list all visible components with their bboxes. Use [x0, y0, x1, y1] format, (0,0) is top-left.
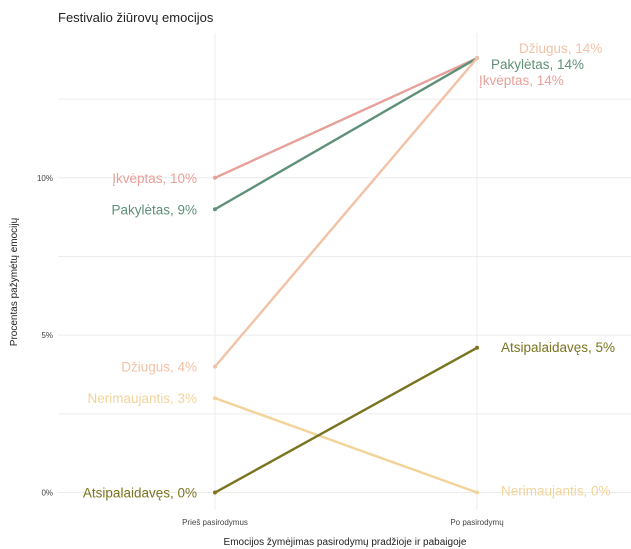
x-tick-label: Po pasirodymų	[450, 518, 504, 527]
data-point	[213, 175, 217, 180]
data-point	[475, 56, 479, 61]
data-label: Įkvėptas, 14%	[479, 73, 564, 88]
grid-layer	[58, 33, 631, 510]
x-axis-title: Emocijos žymėjimas pasirodymų pradžioje …	[224, 537, 467, 548]
series-line	[213, 56, 479, 368]
data-point	[475, 490, 479, 495]
series-line	[213, 346, 479, 494]
series-lines	[213, 56, 479, 495]
y-tick-labels: 0% 5% 10%	[37, 174, 53, 498]
data-label: Džiugus, 14%	[519, 41, 602, 56]
data-labels: Įkvėptas, 10% Įkvėptas, 14% Pakylėtas, 9% P…	[83, 41, 615, 500]
data-point	[213, 490, 217, 495]
data-label: Džiugus, 4%	[121, 360, 197, 375]
series-line	[213, 396, 479, 494]
data-label: Atsipalaidavęs, 5%	[501, 340, 615, 355]
series-line	[213, 56, 479, 179]
data-label: Pakylėtas, 9%	[111, 202, 197, 217]
data-label: Nerimaujantis, 3%	[87, 391, 197, 406]
x-tick-labels: Prieš pasirodymus Po pasirodymų	[182, 518, 504, 527]
y-tick-label: 5%	[41, 331, 53, 340]
data-label: Atsipalaidavęs, 0%	[83, 486, 197, 501]
y-axis-title: Procentas pažymėtų emocijų	[9, 217, 20, 346]
x-tick-label: Prieš pasirodymus	[182, 518, 248, 527]
data-point	[213, 364, 217, 369]
data-label: Įkvėptas, 10%	[112, 171, 197, 186]
chart-title: Festivalio žiūrovų emocijos	[58, 10, 214, 25]
data-point	[213, 396, 217, 401]
y-tick-label: 10%	[37, 174, 53, 183]
series-line	[213, 56, 479, 211]
data-point	[213, 207, 217, 212]
y-tick-label: 0%	[41, 489, 53, 498]
data-label: Nerimaujantis, 0%	[501, 484, 611, 499]
data-label: Pakylėtas, 14%	[491, 57, 584, 72]
data-point	[475, 345, 479, 350]
